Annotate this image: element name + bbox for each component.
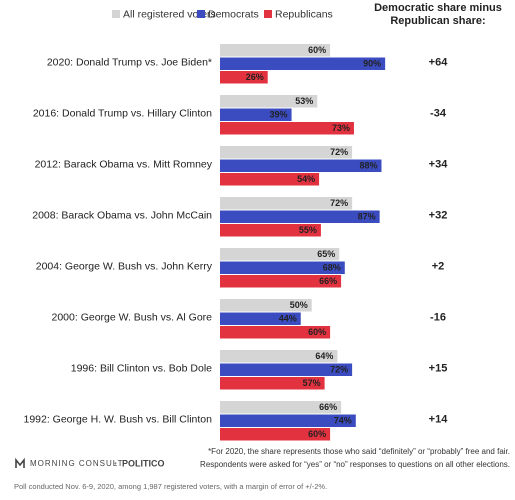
bar bbox=[220, 377, 325, 390]
value-label: 26% bbox=[246, 72, 264, 82]
category-label: 2020: Donald Trump vs. Joe Biden* bbox=[47, 57, 212, 69]
category-label: 2000: George W. Bush vs. Al Gore bbox=[52, 312, 213, 324]
value-label: 60% bbox=[308, 327, 326, 337]
logo-separator: • bbox=[114, 459, 117, 468]
difference-label: -16 bbox=[430, 312, 446, 324]
footnote: *For 2020, the share represents those wh… bbox=[208, 447, 510, 456]
category-label: 2004: George W. Bush vs. John Kerry bbox=[36, 261, 213, 273]
legend-swatch bbox=[112, 10, 120, 18]
value-label: 64% bbox=[315, 351, 333, 361]
value-label: 50% bbox=[290, 300, 308, 310]
value-label: 65% bbox=[317, 249, 335, 259]
bar bbox=[220, 363, 353, 376]
difference-label: +34 bbox=[429, 159, 449, 171]
bar bbox=[220, 173, 320, 186]
bar bbox=[220, 248, 340, 261]
logo: POLITICO bbox=[122, 458, 165, 468]
bar bbox=[220, 122, 354, 135]
category-label: 1996: Bill Clinton vs. Bob Dole bbox=[71, 363, 212, 375]
bar bbox=[220, 428, 331, 441]
category-label: 1992: George H. W. Bush vs. Bill Clinton bbox=[23, 414, 212, 426]
value-label: 88% bbox=[359, 161, 377, 171]
legend-label: Republicans bbox=[275, 8, 333, 20]
difference-label: +64 bbox=[429, 57, 449, 69]
category-label: 2016: Donald Trump vs. Hillary Clinton bbox=[33, 108, 212, 120]
legend-swatch bbox=[197, 10, 205, 18]
value-label: 68% bbox=[323, 263, 341, 273]
value-label: 90% bbox=[363, 59, 381, 69]
category-label: 2012: Barack Obama vs. Mitt Romney bbox=[35, 159, 213, 171]
value-label: 74% bbox=[334, 416, 352, 426]
bar bbox=[220, 401, 342, 414]
value-label: 66% bbox=[319, 276, 337, 286]
logo-icon bbox=[15, 457, 25, 468]
source: Poll conducted Nov. 6-9, 2020, among 1,9… bbox=[14, 482, 327, 491]
value-label: 72% bbox=[330, 365, 348, 375]
bar bbox=[220, 44, 331, 57]
bar bbox=[220, 261, 345, 274]
bar bbox=[220, 95, 318, 108]
legend-label: All registered voters bbox=[123, 8, 216, 20]
bar bbox=[220, 71, 268, 84]
bar bbox=[220, 299, 312, 312]
value-label: 66% bbox=[319, 402, 337, 412]
difference-label: -34 bbox=[430, 108, 447, 120]
value-label: 72% bbox=[330, 147, 348, 157]
bar bbox=[220, 146, 353, 159]
bar bbox=[220, 350, 338, 363]
category-label: 2008: Barack Obama vs. John McCain bbox=[32, 210, 212, 222]
legend-swatch bbox=[264, 10, 272, 18]
bar bbox=[220, 275, 342, 288]
bar bbox=[220, 210, 380, 223]
bar bbox=[220, 224, 321, 237]
value-label: 73% bbox=[332, 123, 350, 133]
value-label: 39% bbox=[270, 110, 288, 120]
legend-label: Democrats bbox=[208, 8, 259, 20]
value-label: 60% bbox=[308, 45, 326, 55]
bar bbox=[220, 159, 382, 172]
bar bbox=[220, 326, 331, 339]
value-label: 44% bbox=[279, 314, 297, 324]
value-label: 57% bbox=[303, 378, 321, 388]
value-label: 60% bbox=[308, 429, 326, 439]
logo: MORNING CONSULT bbox=[30, 459, 124, 468]
value-label: 72% bbox=[330, 198, 348, 208]
difference-label: +14 bbox=[429, 414, 449, 426]
bar bbox=[220, 414, 356, 427]
bar bbox=[220, 108, 292, 121]
difference-label: +32 bbox=[429, 210, 448, 222]
value-label: 53% bbox=[295, 96, 313, 106]
bar bbox=[220, 57, 386, 70]
difference-label: +2 bbox=[432, 261, 445, 273]
difference-label: +15 bbox=[429, 363, 448, 375]
footnote: Respondents were asked for “yes” or “no”… bbox=[200, 460, 510, 469]
bar bbox=[220, 312, 301, 325]
value-label: 87% bbox=[358, 212, 376, 222]
difference-title: Democratic share minus bbox=[374, 2, 502, 14]
difference-title: Republican share: bbox=[390, 15, 485, 27]
value-label: 55% bbox=[299, 225, 317, 235]
value-label: 54% bbox=[297, 174, 315, 184]
bar bbox=[220, 197, 353, 210]
